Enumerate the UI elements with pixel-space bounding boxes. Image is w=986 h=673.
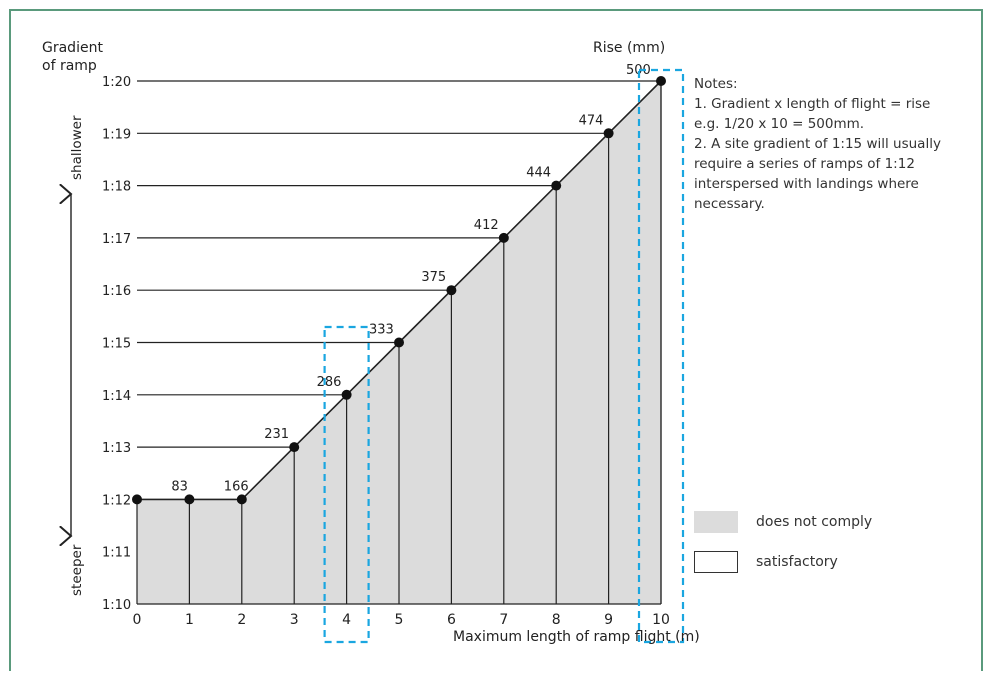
x-tick-label: 7 [499, 612, 508, 628]
x-tick-label: 3 [290, 612, 299, 628]
y-tick-label: 1:13 [102, 441, 131, 456]
notes-line-4: require a series of ramps of 1:12 [694, 156, 915, 172]
legend-does-not-comply: does not comply [694, 511, 872, 533]
data-point [498, 232, 509, 243]
rise-value-label: 412 [474, 218, 499, 233]
data-point [446, 285, 457, 296]
rise-label: Rise (mm) [593, 40, 665, 56]
y-tick-label: 1:10 [102, 598, 131, 613]
data-point [656, 76, 666, 86]
x-tick-label: 1 [185, 612, 194, 628]
y-tick-label: 1:17 [102, 232, 131, 247]
rise-value-label: 333 [369, 323, 394, 338]
rise-value-label: 375 [421, 270, 446, 285]
notes-panel: Notes: 1. Gradient x length of flight = … [694, 74, 974, 214]
ylabel-line-2: of ramp [42, 58, 97, 74]
x-tick-label: 6 [447, 612, 456, 628]
rise-value-label: 474 [579, 113, 604, 128]
x-tick-label: 0 [133, 612, 142, 628]
data-point [394, 337, 404, 348]
y-tick-label: 1:16 [102, 284, 131, 299]
data-point [603, 128, 614, 139]
legend-satisfactory: satisfactory [694, 551, 838, 573]
y-tick-label: 1:18 [102, 180, 131, 195]
x-tick-label: 9 [604, 612, 613, 628]
figure-frame [9, 9, 983, 671]
legend-does-not-comply-label: does not comply [756, 514, 873, 530]
data-point [341, 389, 352, 400]
rise-value-label: 500 [626, 63, 651, 78]
data-point [184, 494, 195, 505]
steeper-label: steeper [69, 544, 85, 596]
shallower-label: shallower [69, 115, 85, 180]
y-tick-label: 1:11 [102, 546, 131, 561]
y-tick-label: 1:12 [102, 493, 131, 508]
rise-value-label: 231 [264, 427, 289, 442]
rise-value-label: 166 [224, 479, 249, 494]
ylabel-line-1: Gradient [42, 40, 103, 56]
y-tick-label: 1:19 [102, 127, 131, 142]
data-point [132, 494, 142, 505]
highlight-box [637, 68, 685, 644]
notes-line-6: necessary. [694, 196, 765, 212]
x-tick-label: 10 [652, 612, 670, 628]
rise-value-label: 83 [171, 479, 188, 494]
notes-line-3: 2. A site gradient of 1:15 will usually [694, 136, 941, 152]
x-tick-label: 4 [342, 612, 351, 628]
x-axis-label: Maximum length of ramp flight (m) [453, 629, 700, 645]
rise-value-label: 444 [526, 166, 551, 181]
y-tick-label: 1:15 [102, 337, 131, 352]
x-tick-label: 8 [552, 612, 561, 628]
legend-satisfactory-label: satisfactory [756, 554, 838, 570]
legend-grey-swatch [694, 511, 738, 533]
data-point [551, 180, 562, 191]
notes-line-2: e.g. 1/20 x 10 = 500mm. [694, 116, 865, 132]
notes-line-5: interspersed with landings where [694, 176, 919, 192]
notes-title: Notes: [694, 76, 738, 92]
x-tick-label: 2 [237, 612, 246, 628]
y-tick-label: 1:20 [102, 75, 131, 90]
notes-line-1: 1. Gradient x length of flight = rise [694, 96, 931, 112]
x-tick-label: 5 [395, 612, 404, 628]
data-point [236, 494, 247, 505]
y-tick-label: 1:14 [102, 389, 131, 404]
rise-value-label: 286 [317, 375, 342, 390]
legend-white-swatch [694, 551, 738, 573]
data-point [289, 442, 300, 453]
